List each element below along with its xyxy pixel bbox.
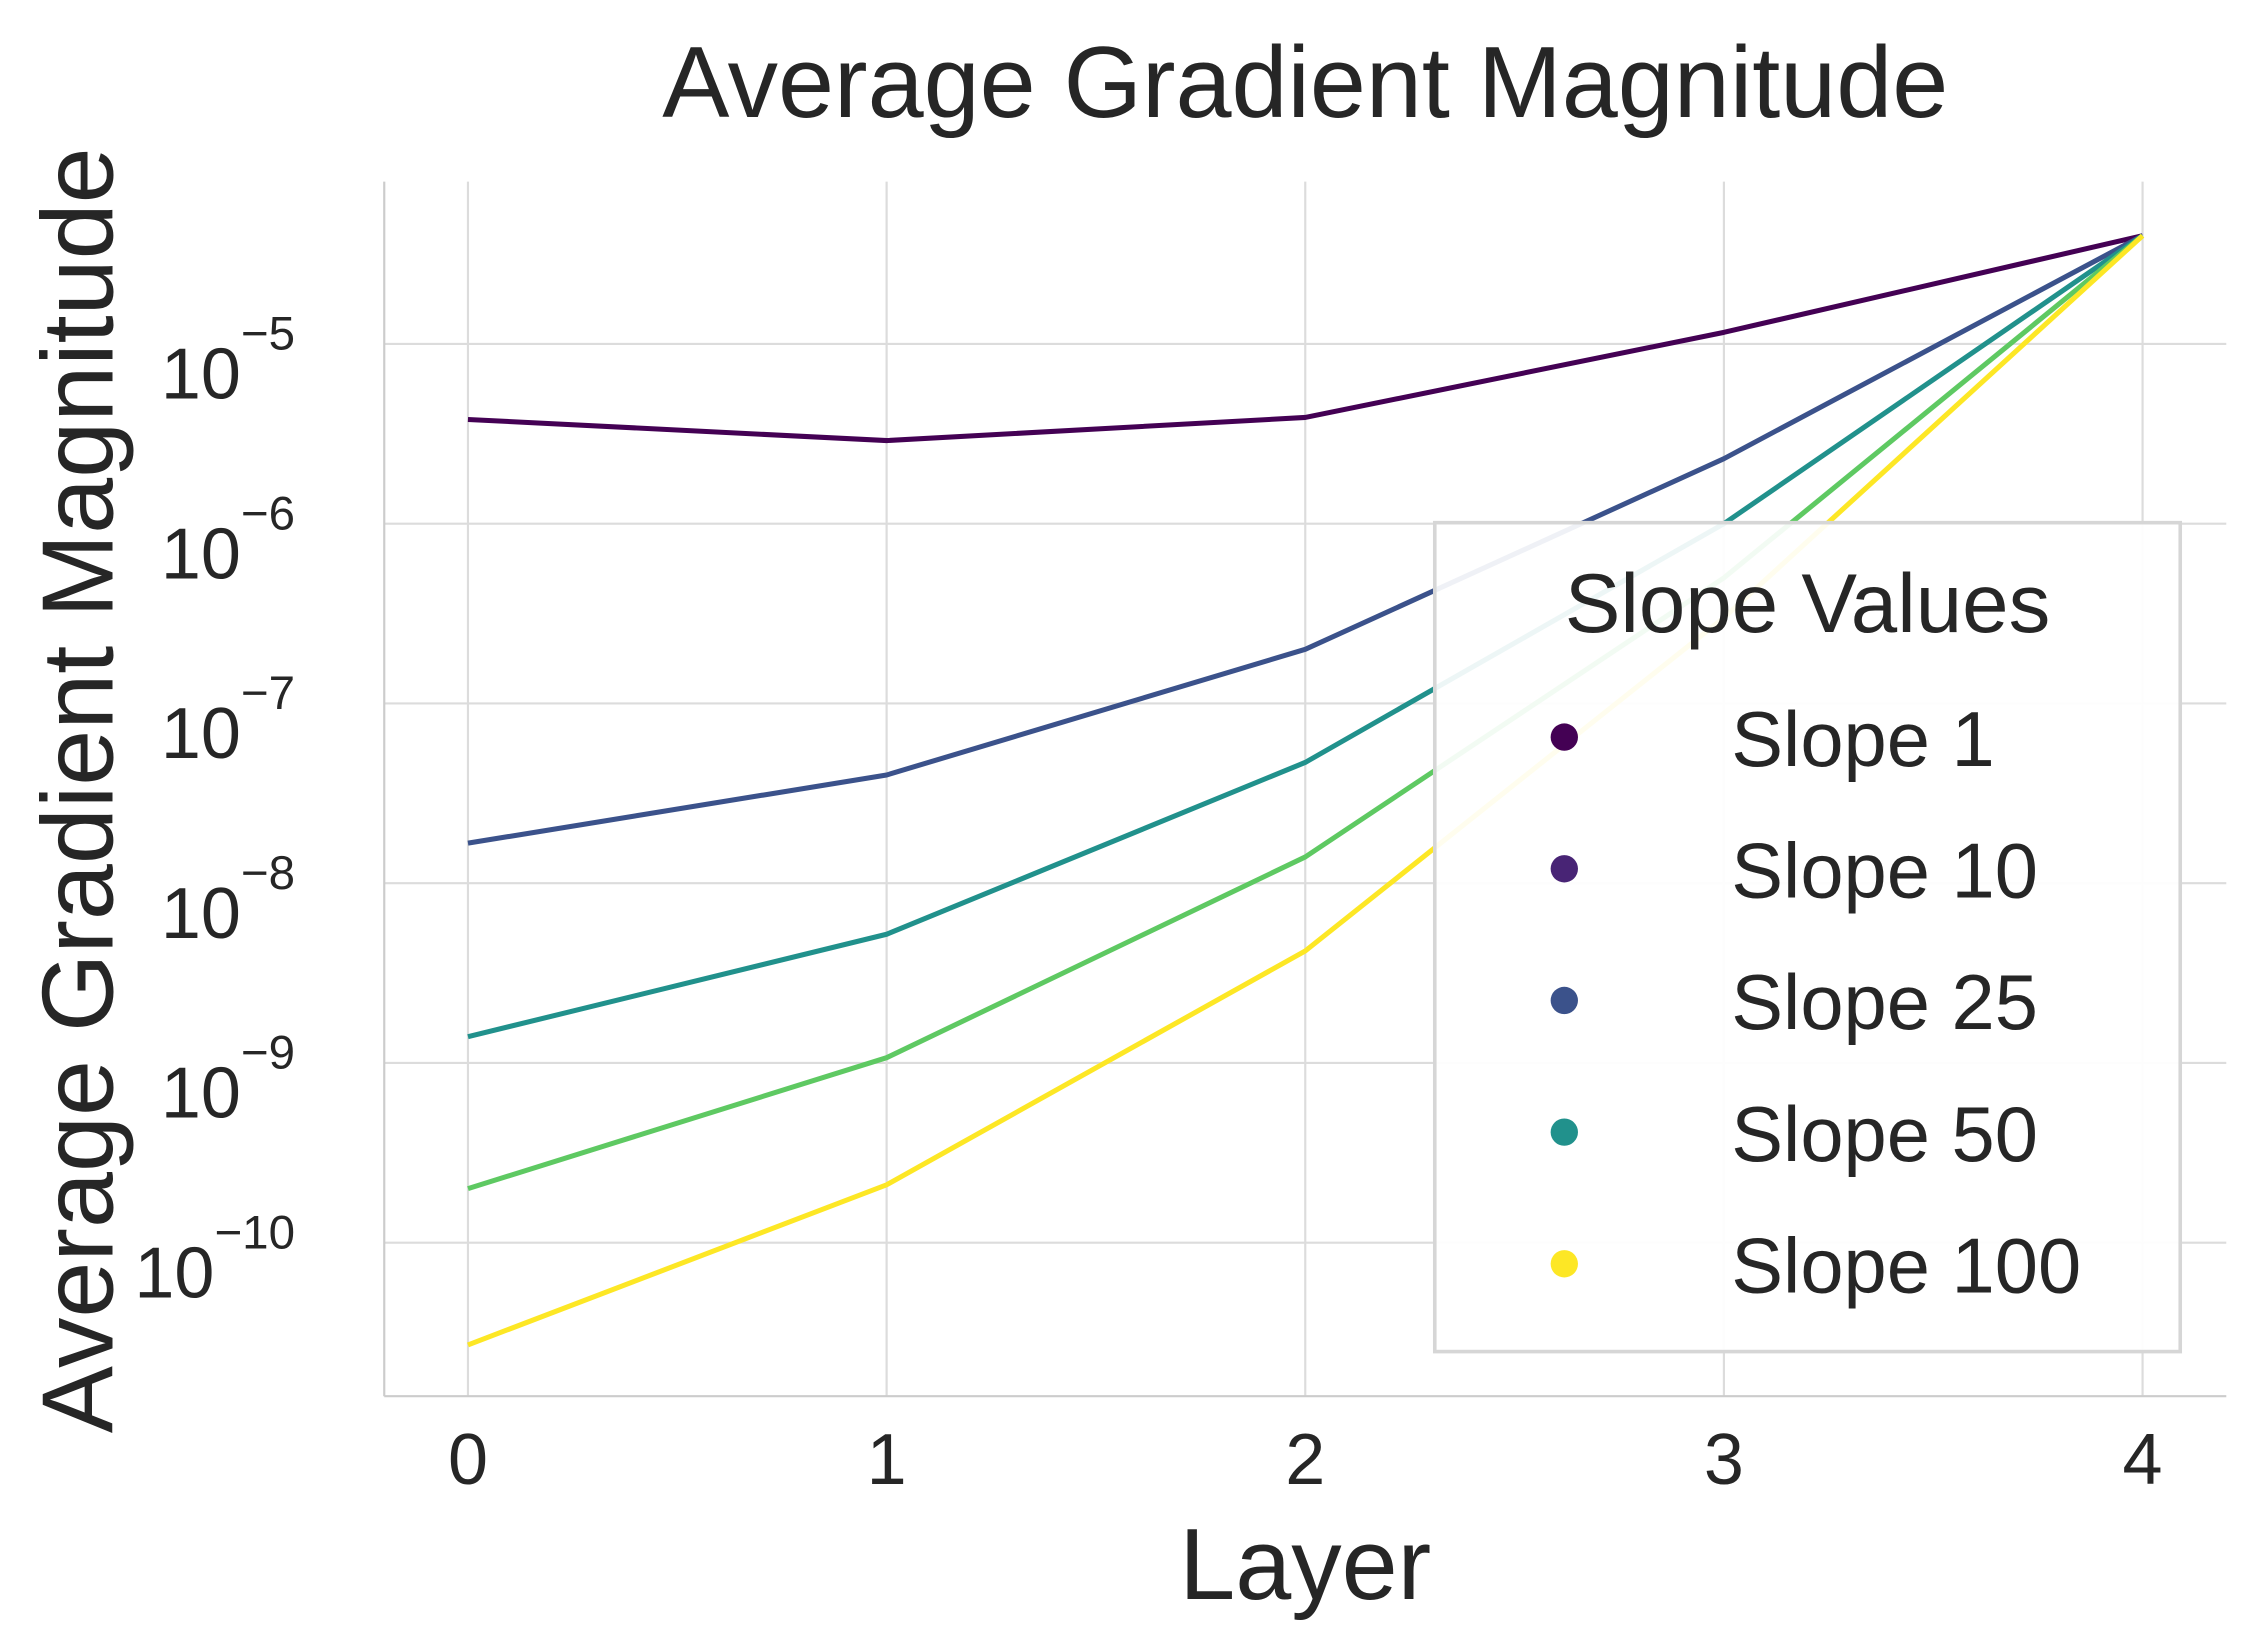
series-line-1 xyxy=(467,233,2144,444)
series-line-2 xyxy=(467,233,2144,846)
x-tick-label: 2 xyxy=(1285,1420,1325,1500)
y-tick-label: 10−8 xyxy=(161,847,295,954)
legend-label: Slope 10 xyxy=(1731,829,2038,915)
legend-marker xyxy=(1550,723,1578,751)
series-line-5 xyxy=(467,233,2145,1348)
x-tick-label: 4 xyxy=(2123,1420,2163,1500)
legend-label: Slope 100 xyxy=(1731,1224,2081,1310)
legend-label: Slope 1 xyxy=(1731,697,1995,783)
legend-title: Slope Values xyxy=(1565,556,2051,650)
legend-marker xyxy=(1550,986,1578,1015)
legend-label: Slope 50 xyxy=(1731,1092,2038,1178)
y-tick-label: 10−5 xyxy=(161,308,295,415)
x-tick-label: 1 xyxy=(867,1420,907,1500)
series-line-3 xyxy=(467,233,2144,1040)
legend-label: Slope 25 xyxy=(1731,960,2038,1046)
y-tick-label: 10−9 xyxy=(161,1027,295,1134)
y-axis-label: Average Gradient Magnitude xyxy=(22,147,134,1433)
chart-title: Average Gradient Magnitude xyxy=(662,27,1948,139)
legend-marker xyxy=(1550,1118,1578,1146)
y-tick-label: 10−6 xyxy=(161,487,295,594)
legend: Slope Values Slope 1 Slope 10 Slope 25 Slop… xyxy=(1432,520,2183,1354)
y-tick-label: 10−10 xyxy=(134,1206,295,1313)
legend-marker xyxy=(1550,1250,1578,1278)
x-tick-label: 3 xyxy=(1704,1420,1744,1500)
y-tick-label: 10−7 xyxy=(161,667,295,774)
x-tick-label: 0 xyxy=(448,1420,488,1500)
x-axis-label: Layer xyxy=(1179,1509,1431,1621)
series-line-4 xyxy=(467,233,2145,1192)
legend-marker xyxy=(1550,855,1578,883)
